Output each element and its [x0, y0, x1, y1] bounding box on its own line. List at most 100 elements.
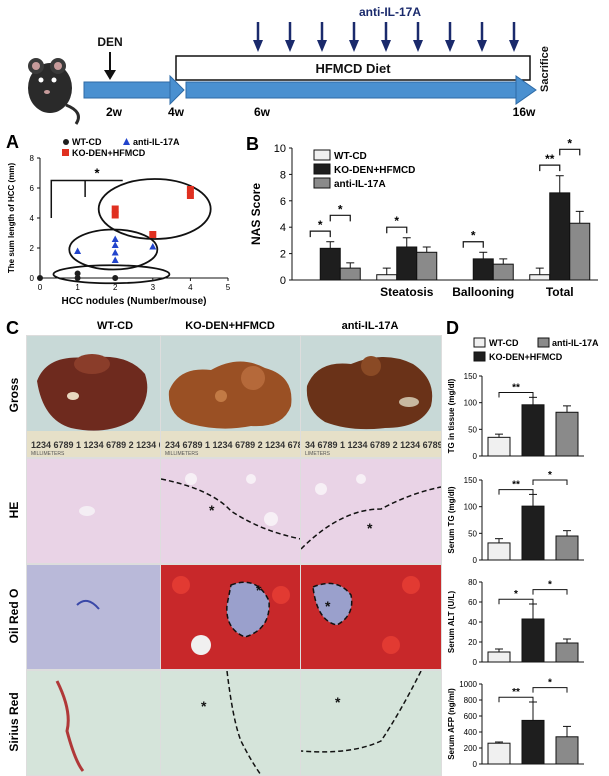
point-wt-cd-0 [37, 275, 43, 281]
timeline-svg: anti-IL-17A DEN HFMCD Diet Sacrifice 2w … [28, 5, 551, 125]
category-b-1: Steatosis [380, 285, 434, 299]
sirius-wt [26, 670, 162, 776]
treatment-arrow-head-0 [253, 40, 263, 52]
tick-label-a-x-2: 2 [113, 283, 118, 292]
gross-ko: 234 6789 1 1234 6789 2 1234 6789 3 MILLI… [160, 335, 302, 458]
point-wt-cd-1 [74, 275, 81, 281]
bar-chartD1-0 [487, 436, 511, 457]
tick-label-chartD2-0: 0 [473, 556, 478, 565]
tick-label-chartD2-3: 150 [464, 476, 478, 485]
sig-chartD1-0: ** [512, 383, 520, 394]
sig-bracket-chartD2-0 [498, 489, 534, 495]
ylabel-chartD1: TG in tissue (mg/dl) [447, 378, 456, 453]
bar-chartD3-0 [487, 651, 511, 663]
tick-label-chartD2-2: 100 [464, 503, 478, 512]
point-ko-den-hfmcd-4 [186, 186, 194, 193]
treatment-arrows [253, 22, 519, 52]
bar-b-1-2 [416, 251, 438, 281]
col-header-il17: anti-IL-17A [341, 320, 399, 332]
bar-b-1-1 [396, 246, 418, 281]
cluster-ko [97, 178, 212, 240]
bar-chartD3-1 [521, 618, 545, 663]
point-ko-den-hfmcd-3 [186, 192, 194, 199]
cluster-wt [52, 264, 171, 285]
sig-bracket-b-5 [559, 148, 581, 156]
legend-a-ko: KO-DEN+HFMCD [72, 148, 146, 158]
treatment-arrow-head-1 [285, 40, 295, 52]
sig-bracket-b-3 [462, 241, 484, 248]
oil-ko: * [160, 564, 302, 670]
sig-bracket-b-4 [539, 164, 561, 172]
chart-d3: 0 20 40 60 80 Serum ALT (U/L) * * [447, 578, 584, 667]
legend-a-il17: anti-IL-17A [133, 137, 180, 147]
ylabel-a: The sum length of HCC (mm) [7, 163, 16, 274]
tick-label-a-y-4: 8 [30, 154, 35, 163]
legend-d-il17-swatch [537, 337, 550, 348]
den-arrow-icon [104, 52, 116, 80]
ylabel-chartD4: Serum AFP (ng/ml) [447, 688, 456, 760]
tick-label-chartD1-3: 150 [464, 372, 478, 381]
sirius-ko-star: * [201, 698, 207, 714]
tick-label-chartD4-4: 800 [464, 696, 478, 705]
ruler-unit-ko: MILLIMETERS [165, 451, 199, 457]
ylabel-chartD3: Serum ALT (U/L) [447, 591, 456, 654]
bar-chartD2-1 [521, 505, 545, 561]
bar-chartD4-1 [521, 719, 545, 765]
panel-label-c: C [6, 318, 19, 338]
week-4: 4w [168, 105, 185, 119]
tick-label-b-y-0: 0 [280, 275, 286, 287]
legend-b-swatch-1 [313, 163, 331, 175]
diet-box [175, 55, 531, 81]
mouse-icon [28, 58, 80, 125]
panel-label-a: A [6, 132, 19, 152]
ruler-text-ko: 234 6789 1 1234 6789 2 1234 6789 3 [165, 440, 301, 450]
legend-d-wt: WT-CD [489, 338, 519, 348]
ruler-unit-il17: LIMETERS [305, 451, 331, 457]
bar-chartD2-0 [487, 542, 511, 561]
tick-label-b-y-2: 4 [280, 222, 286, 234]
bar-b-3-2 [569, 222, 591, 281]
point-ko-den-hfmcd-2 [149, 231, 157, 238]
bar-b-1-0 [376, 274, 398, 281]
he-il17: * [300, 458, 442, 564]
sig-bracket-b-2 [386, 226, 408, 234]
tick-label-chartD3-0: 0 [473, 658, 478, 667]
tick-label-a-x-4: 4 [188, 283, 193, 292]
treatment-arrow-head-8 [509, 40, 519, 52]
oil-wt [26, 564, 162, 670]
legend-b-0: WT-CD [334, 151, 367, 162]
treatment-arrow-head-3 [349, 40, 359, 52]
sig-bracket-b-0 [309, 230, 331, 238]
sirius-il17: * [300, 670, 442, 776]
oil-ko-star: * [256, 582, 262, 598]
oil-il17-star: * [325, 598, 331, 614]
tick-label-chartD4-2: 400 [464, 728, 478, 737]
tick-label-chartD3-2: 40 [468, 618, 477, 627]
sig-b-0: * [318, 218, 323, 232]
category-b-3: Total [546, 285, 574, 299]
sacrifice-label: Sacrifice [539, 46, 551, 92]
legend-a-wt: WT-CD [72, 137, 102, 147]
sirius-ko: * [160, 670, 302, 776]
tick-label-chartD4-0: 0 [473, 760, 478, 769]
ylabel-chartD2: Serum TG (mg/dl) [447, 486, 456, 553]
sig-chartD3-0: * [514, 589, 518, 600]
den-label: DEN [97, 35, 122, 49]
oil-il17: * [300, 564, 442, 670]
bar-b-2-1 [472, 258, 494, 281]
row-label-he: HE [7, 501, 21, 519]
tick-label-b-y-5: 10 [274, 143, 286, 155]
bar-chartD4-2 [555, 736, 579, 765]
bar-b-3-1 [549, 192, 571, 281]
sig-b-4: ** [545, 152, 555, 166]
tick-label-chartD1-1: 50 [468, 425, 477, 434]
row-label-oil: Oil Red O [7, 588, 21, 644]
row-label-sirius: Sirius Red [7, 692, 21, 752]
legend-b-2: anti-IL-17A [334, 179, 386, 190]
week-6: 6w [254, 105, 271, 119]
legend-a-ko-marker [62, 149, 69, 156]
sig-bracket-chartD3-0 [498, 598, 534, 605]
bar-chartD4-0 [487, 742, 511, 765]
